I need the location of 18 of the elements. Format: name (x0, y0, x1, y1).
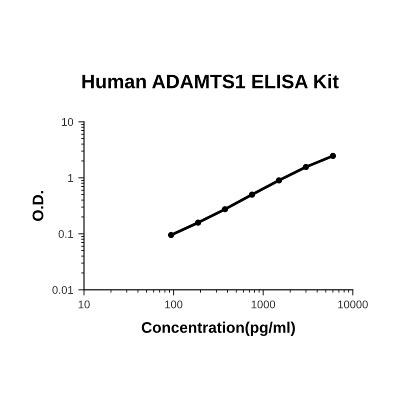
x-tick-label: 1000 (252, 300, 276, 308)
point (302, 164, 310, 170)
point (248, 192, 256, 198)
y-tick-label: 0.01 (52, 286, 74, 294)
x-tick-label: 10 (78, 300, 90, 308)
x-tick-label: 10000 (338, 300, 368, 308)
point (168, 232, 174, 238)
x-axis-title: Concentration(pg/ml) (142, 322, 295, 336)
point (276, 177, 282, 184)
point (330, 152, 336, 160)
x-tick-label: 100 (165, 300, 182, 308)
y-tick-label: 10 (62, 118, 74, 126)
y-tick-label: 0.1 (58, 230, 74, 238)
y-tick-label: 1 (68, 174, 74, 182)
point (222, 206, 228, 212)
chart-title: Human ADAMTS1 ELISA Kit (82, 74, 339, 88)
point (194, 220, 202, 226)
y-axis-title: O.D. (32, 191, 44, 221)
